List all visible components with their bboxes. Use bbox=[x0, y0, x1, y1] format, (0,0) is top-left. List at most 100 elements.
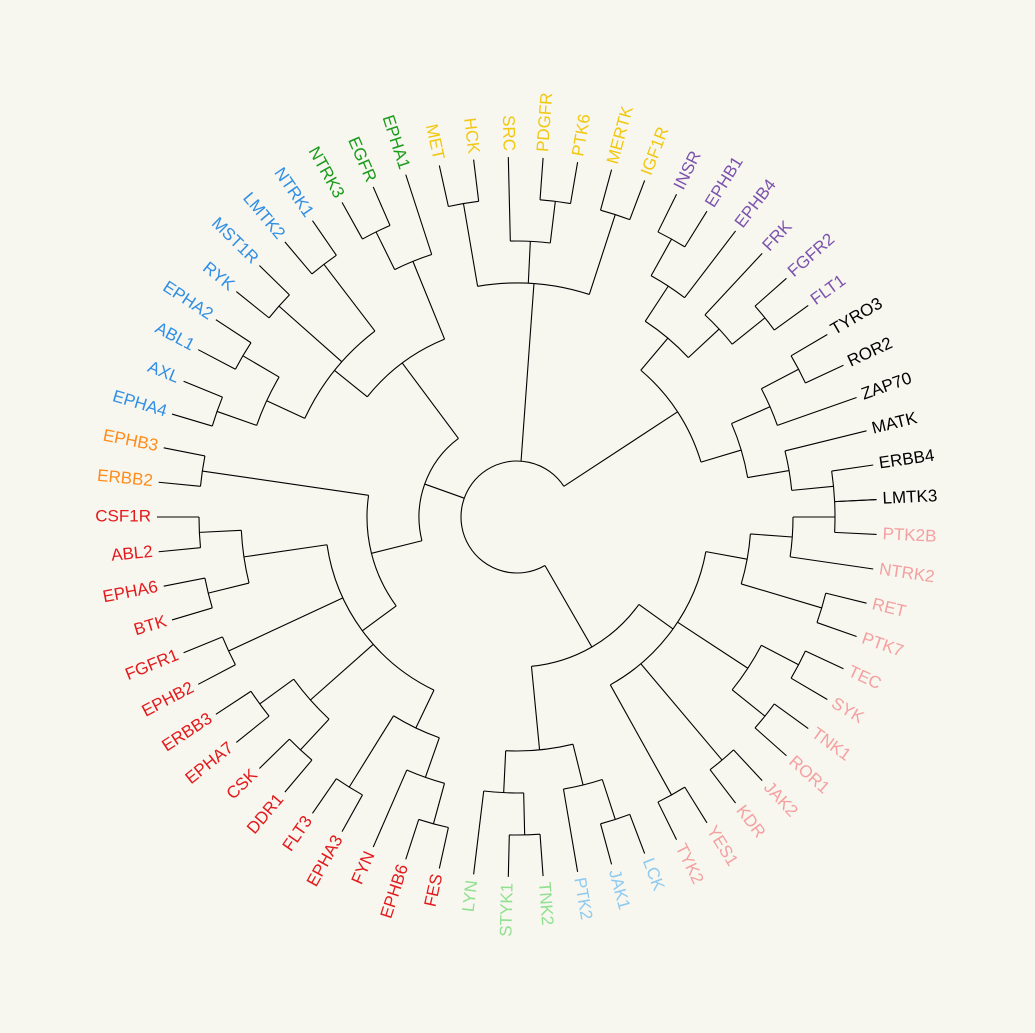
branch bbox=[834, 531, 877, 535]
branch bbox=[507, 834, 510, 877]
branch bbox=[754, 727, 787, 757]
branch-arc bbox=[418, 437, 459, 541]
branch bbox=[530, 666, 541, 750]
branch-arc bbox=[336, 778, 363, 796]
branch bbox=[805, 650, 844, 670]
branch bbox=[677, 621, 749, 669]
branch-arc bbox=[460, 460, 565, 574]
branch bbox=[600, 823, 613, 865]
branch bbox=[638, 603, 674, 630]
branch bbox=[657, 801, 678, 840]
branch bbox=[684, 230, 737, 299]
branch bbox=[362, 605, 397, 632]
branch bbox=[539, 834, 544, 877]
branch bbox=[640, 663, 723, 761]
branch bbox=[684, 786, 708, 824]
branch-arc bbox=[740, 533, 751, 585]
branch bbox=[731, 406, 771, 425]
branch-arc bbox=[509, 833, 541, 836]
branch bbox=[790, 677, 828, 700]
branch bbox=[629, 814, 646, 854]
branch bbox=[761, 644, 799, 666]
branch bbox=[235, 715, 270, 743]
branch-arc bbox=[789, 516, 794, 557]
branch bbox=[259, 738, 290, 769]
branch-arc bbox=[366, 495, 397, 607]
branch-arc bbox=[311, 254, 337, 275]
branch bbox=[242, 355, 280, 378]
branch bbox=[197, 664, 236, 685]
branch bbox=[462, 203, 479, 287]
branch bbox=[341, 794, 363, 832]
branch bbox=[791, 485, 834, 491]
branch bbox=[473, 159, 480, 202]
branch bbox=[527, 241, 531, 284]
branch bbox=[709, 769, 737, 804]
branch bbox=[588, 214, 616, 295]
branch-arc bbox=[394, 253, 432, 271]
branch bbox=[609, 684, 673, 796]
branch bbox=[424, 737, 440, 778]
branch bbox=[371, 540, 423, 554]
branch bbox=[507, 157, 511, 242]
branch bbox=[310, 643, 374, 701]
branch bbox=[208, 582, 250, 594]
branch bbox=[375, 231, 396, 270]
branch bbox=[215, 690, 252, 715]
branch-arc bbox=[709, 749, 734, 771]
branch-arc bbox=[760, 388, 778, 426]
branch bbox=[171, 607, 213, 621]
branch bbox=[197, 349, 236, 370]
leaf-label: PDGFR bbox=[533, 92, 556, 153]
branch bbox=[228, 597, 344, 652]
branch bbox=[216, 410, 257, 426]
branch bbox=[341, 202, 363, 240]
branch bbox=[372, 769, 408, 848]
branch bbox=[503, 750, 507, 793]
branch bbox=[562, 788, 579, 872]
branch bbox=[650, 238, 673, 277]
branch bbox=[415, 689, 435, 729]
branch bbox=[312, 220, 337, 256]
leaf-label: TNK2 bbox=[535, 881, 557, 926]
branch bbox=[284, 759, 313, 793]
branch bbox=[731, 317, 766, 345]
branch bbox=[183, 636, 223, 654]
branch bbox=[539, 157, 544, 200]
branch bbox=[158, 547, 201, 553]
branch bbox=[657, 194, 678, 233]
branch bbox=[761, 368, 799, 390]
branch bbox=[202, 470, 369, 496]
branch bbox=[784, 430, 867, 452]
branch bbox=[412, 261, 446, 340]
branch bbox=[163, 447, 206, 457]
branch bbox=[805, 364, 844, 384]
leaf-label: HCK bbox=[460, 117, 483, 156]
branch-arc bbox=[362, 224, 391, 240]
branch bbox=[777, 396, 857, 426]
branch bbox=[520, 283, 535, 462]
leaf-label: LMTK3 bbox=[882, 486, 938, 508]
branch bbox=[405, 819, 420, 860]
branch bbox=[523, 792, 526, 835]
branch bbox=[704, 253, 763, 316]
branch-arc bbox=[256, 376, 280, 426]
branch bbox=[684, 210, 708, 248]
branch bbox=[405, 174, 433, 255]
branch bbox=[438, 827, 449, 869]
branch bbox=[549, 201, 556, 244]
branch-arc bbox=[406, 769, 445, 784]
leaf-label: PTK2B bbox=[882, 524, 937, 546]
branch-arc bbox=[293, 678, 330, 720]
branch bbox=[790, 556, 874, 570]
branch bbox=[754, 277, 787, 307]
branch-arc bbox=[539, 199, 571, 205]
branch-arc bbox=[816, 592, 827, 623]
branch bbox=[733, 749, 763, 781]
branch bbox=[334, 370, 368, 398]
branch bbox=[731, 689, 766, 717]
branch bbox=[171, 413, 213, 427]
branch bbox=[601, 779, 616, 820]
branch bbox=[438, 165, 449, 207]
